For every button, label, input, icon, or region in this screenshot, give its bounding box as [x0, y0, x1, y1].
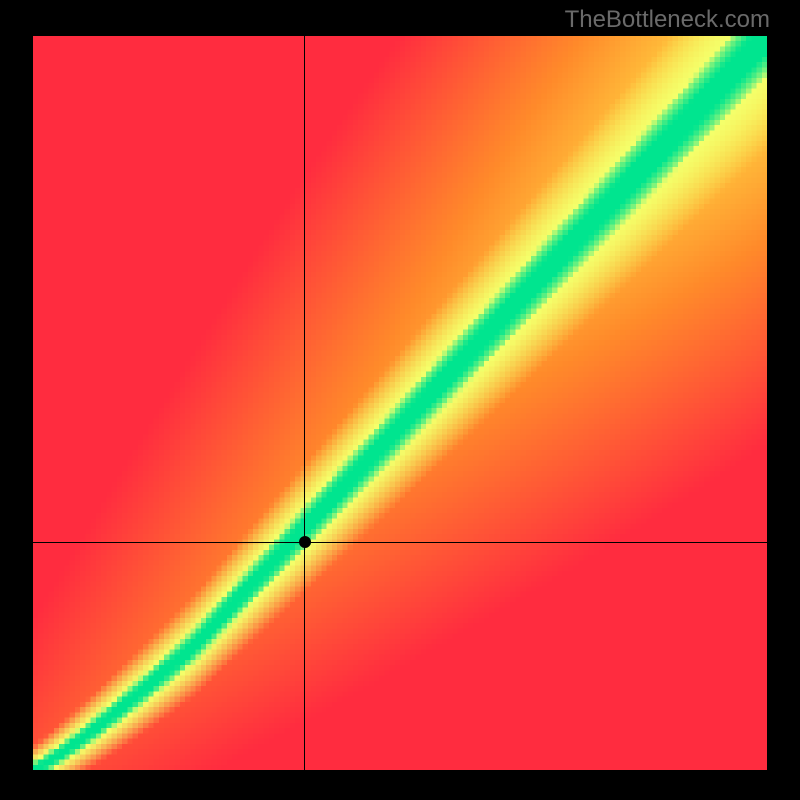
crosshair-vertical [304, 36, 305, 770]
watermark-text: TheBottleneck.com [565, 6, 770, 34]
heatmap-canvas [33, 36, 767, 770]
heatmap-plot [33, 36, 767, 770]
crosshair-marker [299, 536, 311, 548]
crosshair-horizontal [33, 542, 767, 543]
